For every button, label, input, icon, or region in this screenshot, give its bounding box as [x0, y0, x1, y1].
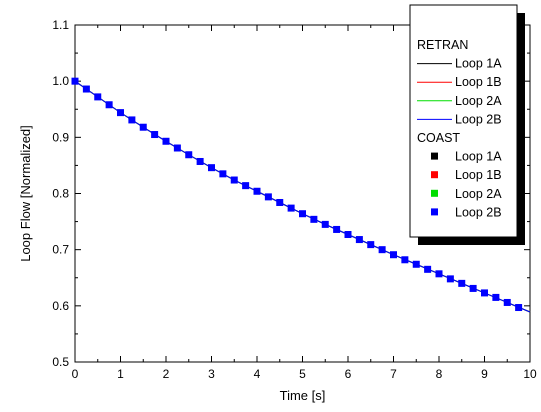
legend-square-swatch [431, 208, 438, 216]
coast-point [481, 289, 488, 297]
coast-point [105, 101, 113, 109]
x-axis-label: Time [s] [280, 388, 326, 403]
y-axis-label: Loop Flow [Normalized] [18, 125, 33, 262]
y-tick-label: 0.6 [52, 299, 69, 313]
legend-entry-label: Loop 1A [455, 150, 502, 164]
coast-point [355, 236, 363, 244]
x-tick-label: 10 [523, 367, 537, 381]
coast-point [390, 251, 397, 259]
coast-point [333, 225, 341, 233]
legend-entry-label: Loop 2A [455, 187, 502, 201]
coast-point [503, 298, 511, 306]
coast-point [469, 284, 477, 292]
coast-point [117, 109, 124, 117]
coast-point [128, 116, 136, 124]
legend-square-swatch [431, 171, 438, 179]
coast-point [344, 231, 352, 239]
legend-entry-label: Loop 2A [455, 94, 502, 108]
coast-point [139, 123, 147, 131]
coast-point [230, 176, 238, 184]
coast-point [515, 304, 523, 312]
legend-entry-label: Loop 1A [455, 57, 502, 71]
coast-point [367, 241, 375, 249]
coast-point [458, 279, 466, 287]
coast-point [219, 170, 227, 178]
y-tick-label: 0.7 [52, 243, 69, 257]
coast-point [253, 187, 261, 195]
coast-point [401, 256, 409, 264]
coast-point [173, 144, 181, 152]
y-tick-label: 0.8 [52, 187, 69, 201]
x-tick-label: 4 [254, 367, 261, 381]
coast-point [264, 193, 272, 201]
coast-point [242, 182, 250, 190]
axes: 0 1 2 3 4 5 6 7 8 9 10 0.5 0.6 0.7 0.8 0.9 1.0 1.1 [52, 18, 537, 381]
legend-square-swatch [431, 152, 438, 160]
coast-point [321, 220, 329, 228]
x-tick-label: 3 [208, 367, 215, 381]
legend-group-title: COAST [417, 131, 460, 145]
coast-point [412, 260, 420, 268]
x-tick-label: 0 [72, 367, 79, 381]
coast-point [185, 151, 193, 159]
series-layer [71, 77, 531, 313]
legend-entry-label: Loop 1B [455, 168, 502, 182]
coast-point [208, 164, 215, 172]
legend-group-title: RETRAN [417, 38, 468, 52]
y-tick-label: 1.0 [52, 74, 69, 88]
legend: RETRAN Loop 1A Loop 1B Loop 2A Loop 2B COAST L… [409, 4, 525, 245]
x-tick-label: 6 [345, 367, 352, 381]
x-tick-label: 8 [436, 367, 443, 381]
x-tick-label: 1 [117, 367, 124, 381]
coast-point [378, 246, 386, 254]
legend-entry-label: Loop 2B [455, 205, 502, 219]
x-tick-label: 2 [163, 367, 170, 381]
coast-point [71, 77, 79, 85]
x-tick-label: 7 [390, 367, 397, 381]
coast-point [162, 137, 170, 145]
coast-point [196, 157, 204, 165]
x-tick-label: 9 [481, 367, 488, 381]
coast-point [276, 198, 284, 206]
legend-entry-label: Loop 2B [455, 112, 502, 126]
y-tick-label: 1.1 [52, 18, 69, 32]
coast-point [435, 270, 443, 278]
coast-point [492, 293, 500, 301]
coast-point [299, 210, 306, 218]
coast-point [287, 204, 295, 212]
legend-square-swatch [431, 189, 438, 197]
coast-point [446, 275, 454, 283]
legend-entry-label: Loop 1B [455, 75, 502, 89]
x-tick-label: 5 [299, 367, 306, 381]
coast-point [82, 85, 90, 93]
y-tick-label: 0.5 [52, 355, 69, 369]
coast-point [310, 215, 318, 223]
y-tick-label: 0.9 [52, 130, 69, 144]
coast-point [151, 131, 159, 139]
coast-point [424, 265, 432, 273]
legend-box [409, 4, 518, 238]
coast-point [94, 93, 102, 101]
